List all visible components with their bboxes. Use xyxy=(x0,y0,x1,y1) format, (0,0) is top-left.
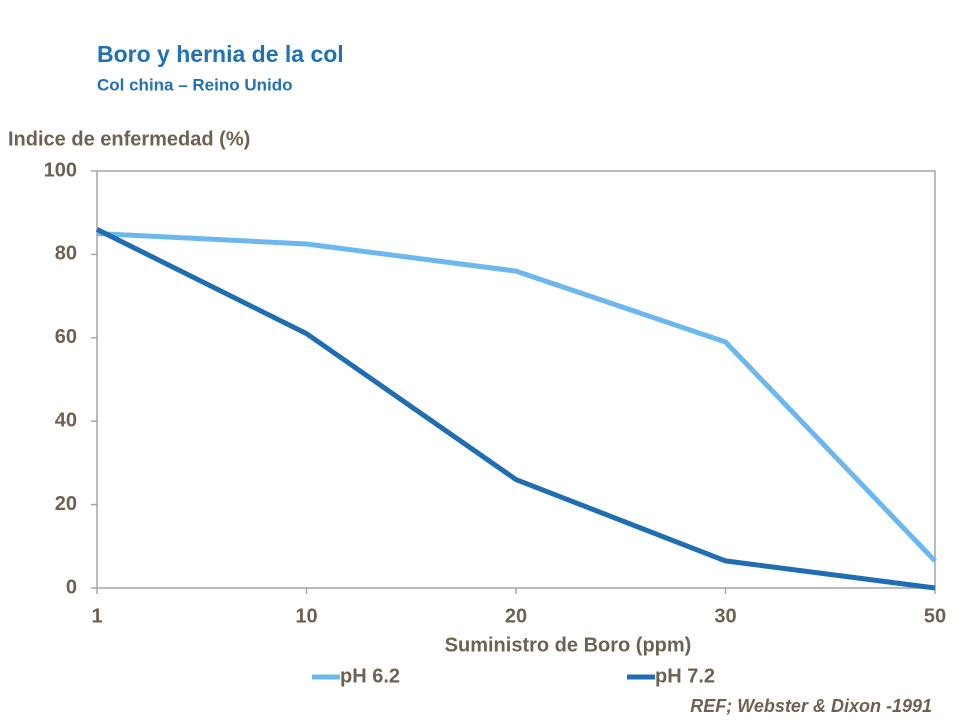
legend-label: pH 7.2 xyxy=(655,665,715,687)
y-tick-label: 60 xyxy=(55,326,77,348)
chart-title: Boro y hernia de la col xyxy=(97,41,344,67)
x-tick-label: 50 xyxy=(924,605,946,627)
y-tick-label: 100 xyxy=(44,159,77,181)
line xyxy=(96,231,937,563)
y-tick-label: 40 xyxy=(55,409,77,431)
y-tick-label: 0 xyxy=(66,576,77,598)
plot-frame xyxy=(96,170,936,589)
note: REF; Webster & Dixon -1991 xyxy=(690,696,932,716)
x-axis-label: Suministro de Boro (ppm) xyxy=(445,634,692,656)
y-tick-label: 80 xyxy=(55,243,77,265)
y-tick-label: 20 xyxy=(55,493,77,515)
x-tick-label: 20 xyxy=(505,605,527,627)
y-axis-label: Indice de enfermedad (%) xyxy=(8,128,250,150)
legend-label: pH 6.2 xyxy=(340,665,400,687)
x-tick-label: 1 xyxy=(91,605,102,627)
line xyxy=(95,227,936,591)
x-tick-label: 10 xyxy=(295,605,317,627)
chart-subtitle: Col china – Reino Unido xyxy=(97,75,293,94)
x-tick-label: 30 xyxy=(714,605,736,627)
